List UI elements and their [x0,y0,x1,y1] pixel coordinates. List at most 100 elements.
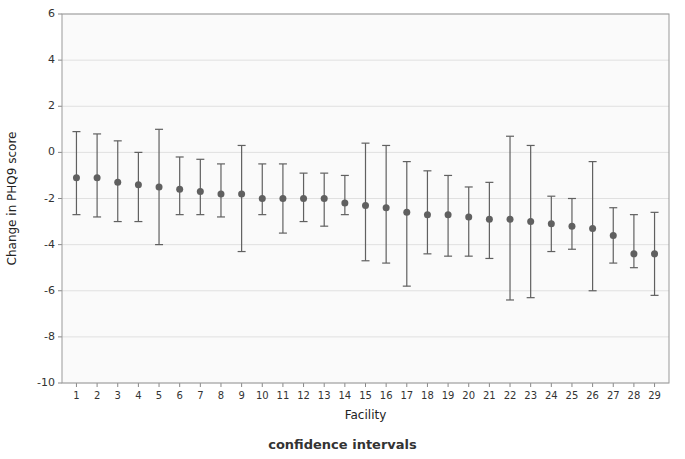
x-tick-label: 22 [504,390,517,401]
error-bar-cap-lower [403,286,411,287]
point [403,209,410,216]
point [424,211,431,218]
x-axis-label: Facility [345,408,387,422]
point [279,195,286,202]
error-bar [155,129,163,244]
y-axis-label: Change in PHQ9 score [5,132,19,266]
point [217,190,224,197]
x-tick [220,383,221,387]
error-bar [300,173,308,221]
error-bar-line [200,159,201,214]
point [610,232,617,239]
error-bar-cap-upper [341,175,349,176]
error-bar [176,157,184,215]
error-bar-cap-lower [300,221,308,222]
error-bar-cap-lower [423,253,431,254]
error-bar-cap-lower [279,232,287,233]
error-bar [341,175,349,214]
error-bar-cap-upper [134,152,142,153]
x-tick-label: 16 [380,390,393,401]
x-tick [427,383,428,387]
x-tick [386,383,387,387]
error-bar-cap-upper [485,182,493,183]
error-bar [609,208,617,263]
error-bar-cap-lower [217,216,225,217]
y-tick-label: -8 [44,330,55,343]
error-bar-cap-lower [444,256,452,257]
plot-frame [62,14,669,383]
point [651,250,658,257]
error-bar-cap-upper [506,136,514,137]
x-tick [571,383,572,387]
y-tick [58,106,62,107]
y-tick [58,244,62,245]
grid-line [62,60,669,61]
error-bar-line [468,187,469,256]
point [362,202,369,209]
error-bar [568,199,576,250]
error-bar-cap-upper [114,140,122,141]
error-bar-cap-lower [589,290,597,291]
error-bar [382,145,390,263]
y-tick [58,198,62,199]
error-bar [72,132,80,215]
y-tick [58,60,62,61]
error-bar-cap-lower [176,214,184,215]
x-tick [551,383,552,387]
y-tick-label: -4 [44,238,55,251]
point [73,174,80,181]
error-bar [238,145,246,251]
x-tick-label: 4 [135,390,141,401]
point [238,190,245,197]
error-bar-cap-upper [72,131,80,132]
x-tick [200,383,201,387]
error-bar-cap-upper [651,212,659,213]
error-bar-cap-upper [362,143,370,144]
error-bar-cap-lower [134,221,142,222]
x-axis: 1234567891011121314151617181920212223242… [73,383,661,401]
y-tick [58,290,62,291]
error-bar [465,187,473,256]
grid-line [62,106,669,107]
y-tick [58,152,62,153]
error-bar-cap-lower [568,249,576,250]
x-tick-label: 17 [400,390,413,401]
point [176,186,183,193]
x-tick [633,383,634,387]
x-tick [510,383,511,387]
x-tick-label: 26 [586,390,599,401]
grid-line [62,290,669,291]
x-tick-label: 21 [483,390,496,401]
error-bar-cap-upper [630,214,638,215]
point [135,181,142,188]
x-tick [592,383,593,387]
y-tick [58,383,62,384]
error-bar-cap-lower [196,214,204,215]
x-tick [117,383,118,387]
error-bar [114,141,122,222]
point [341,200,348,207]
y-tick-label: 6 [48,7,55,20]
x-tick [489,383,490,387]
x-tick-label: 10 [256,390,269,401]
error-bar-cap-lower [155,244,163,245]
error-bar [527,145,535,297]
error-bar [444,175,452,256]
error-bar [630,215,638,268]
x-tick-label: 11 [277,390,290,401]
point [465,213,472,220]
x-tick-label: 25 [566,390,579,401]
x-tick-label: 28 [628,390,641,401]
error-bar-cap-upper [196,159,204,160]
error-bar [651,212,659,295]
error-bar-cap-lower [114,221,122,222]
x-tick [613,383,614,387]
error-bar-line [633,215,634,268]
error-bar [362,143,370,261]
error-bar-cap-upper [217,163,225,164]
error-bar-cap-lower [258,214,266,215]
y-tick-label: -10 [37,376,55,389]
error-bar-cap-upper [93,133,101,134]
error-bar-cap-upper [300,173,308,174]
error-bar [93,134,101,217]
